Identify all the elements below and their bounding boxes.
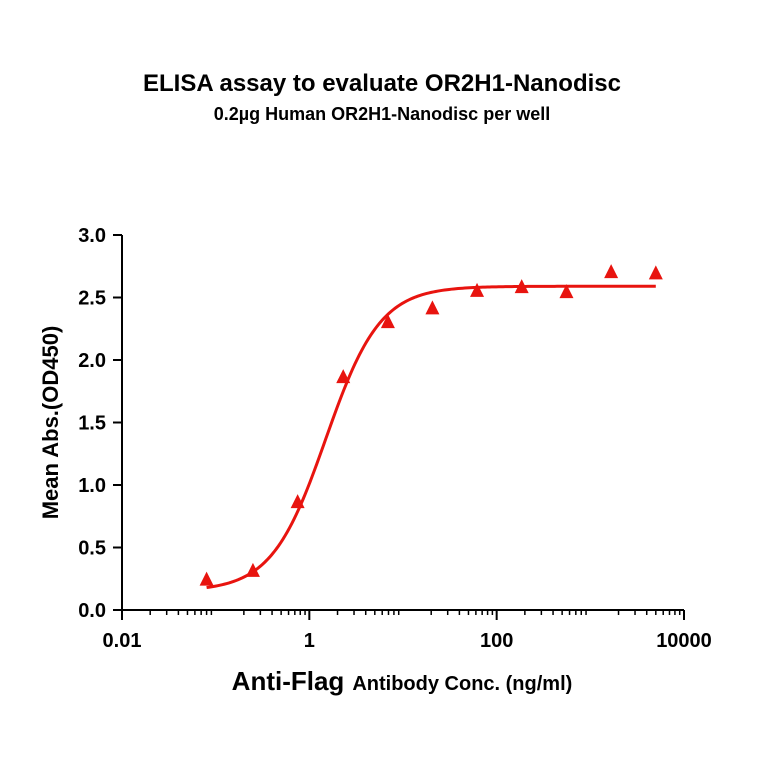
data-point: [425, 300, 440, 315]
chart-subtitle: 0.2µg Human OR2H1-Nanodisc per well: [213, 104, 551, 124]
x-axis-label-main: Anti-Flag: [232, 666, 345, 696]
y-tick-label: 3.0: [78, 225, 106, 247]
data-points-layer: [199, 264, 663, 586]
y-tick-label: 0.0: [78, 600, 106, 622]
y-tick-label: 2.0: [78, 350, 106, 372]
data-point: [199, 571, 214, 586]
data-point: [470, 282, 485, 297]
data-point: [604, 264, 619, 279]
data-point: [380, 314, 395, 329]
x-axis-label-rest: Antibody Conc. (ng/ml): [352, 673, 572, 695]
x-tick-label: 10000: [656, 630, 712, 652]
x-tick-label: 1: [304, 630, 315, 652]
data-point: [336, 369, 351, 384]
fit-curve-layer: [206, 284, 656, 590]
x-tick-label: 100: [480, 630, 513, 652]
chart-title: ELISA assay to evaluate OR2H1-Nanodisc: [143, 70, 621, 97]
data-point: [290, 494, 305, 509]
fit-curve: [206, 284, 656, 590]
y-axis-label: Mean Abs.(OD450): [38, 326, 63, 520]
x-tick-label: 0.01: [103, 630, 142, 652]
x-axis-label: Anti-Flag Antibody Conc. (ng/ml): [232, 666, 573, 696]
data-point: [514, 279, 529, 294]
axes: 0.0 0.5 1.0 1.5 2.0 2.5 3.0 0.01 1 100 10000: [78, 225, 712, 652]
data-point: [559, 284, 574, 299]
y-tick-label: 1.0: [78, 475, 106, 497]
y-tick-label: 0.5: [78, 538, 106, 560]
data-point: [648, 265, 663, 280]
y-tick-label: 1.5: [78, 413, 106, 435]
y-tick-label: 2.5: [78, 288, 106, 310]
data-point: [245, 562, 260, 577]
